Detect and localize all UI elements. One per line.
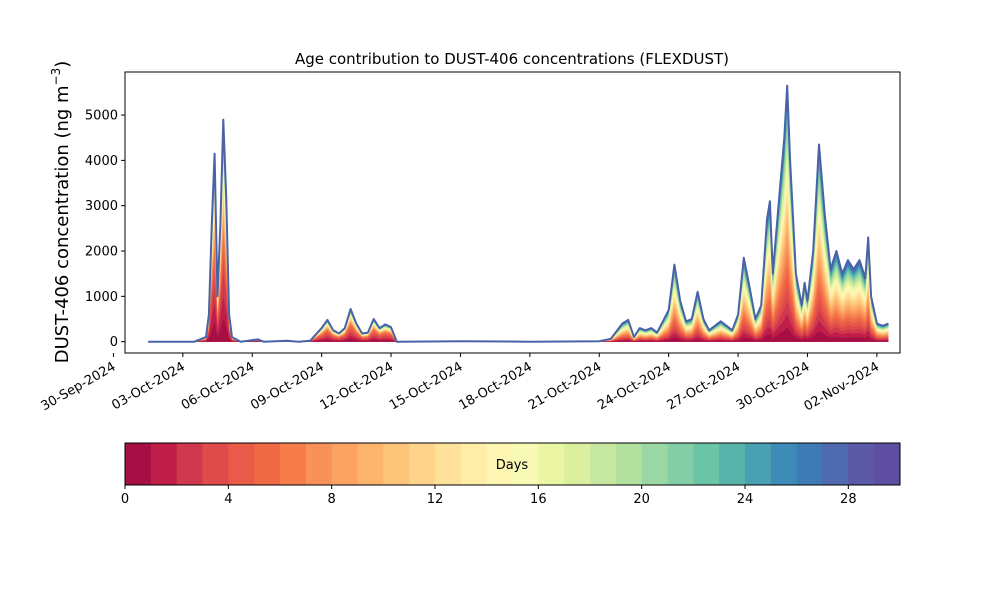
colorbar-tick-label: 16 <box>530 492 547 507</box>
colorbar-tick-label: 24 <box>737 492 754 507</box>
y-tick-label: 4000 <box>85 154 118 169</box>
x-tick-label: 06-Oct-2024 <box>179 359 257 413</box>
age-areas <box>148 85 889 342</box>
y-axis-label: DUST-406 concentration (ng m−3) <box>49 61 73 364</box>
colorbar-segment <box>615 443 643 485</box>
x-tick-label: 30-Sep-2024 <box>39 359 119 414</box>
colorbar-tick-label: 4 <box>224 492 232 507</box>
x-tick-label: 12-Oct-2024 <box>318 359 396 413</box>
colorbar-tick-label: 20 <box>633 492 650 507</box>
x-tick-label: 15-Oct-2024 <box>387 359 465 413</box>
x-tick-label: 30-Oct-2024 <box>734 359 812 413</box>
colorbar-segment <box>176 443 203 485</box>
colorbar-segment <box>693 443 720 485</box>
x-tick-label: 24-Oct-2024 <box>595 359 673 413</box>
y-axis: 0 1000 2000 3000 4000 5000 <box>85 109 125 350</box>
colorbar-segment <box>564 443 591 485</box>
colorbar-segment <box>305 443 333 485</box>
y-axis-label-close: ) <box>52 61 73 68</box>
total-concentration-line <box>148 84 889 343</box>
chart-title: Age contribution to DUST-406 concentrati… <box>295 50 729 68</box>
colorbar-segment <box>770 443 798 485</box>
colorbar-segment <box>331 443 358 485</box>
colorbar-segment <box>641 443 668 485</box>
colorbar-segment <box>874 443 901 485</box>
colorbar-segment <box>460 443 488 485</box>
colorbar-segment <box>719 443 746 485</box>
y-tick-label: 0 <box>110 335 118 350</box>
colorbar-segment <box>512 443 539 485</box>
y-tick-label: 3000 <box>85 199 118 214</box>
x-axis: 30-Sep-202403-Oct-202406-Oct-202409-Oct-… <box>39 353 882 414</box>
colorbar-segment <box>383 443 410 485</box>
colorbar-segment <box>125 443 152 485</box>
colorbar-segment <box>848 443 875 485</box>
age-band-0 <box>148 318 889 342</box>
colorbar-tick-label: 8 <box>328 492 336 507</box>
y-tick-label: 1000 <box>85 290 118 305</box>
colorbar-segment <box>745 443 772 485</box>
colorbar-segment <box>486 443 513 485</box>
colorbar-segment <box>796 443 823 485</box>
colorbar-segment <box>435 443 462 485</box>
colorbar-segment <box>409 443 436 485</box>
x-tick-label: 02-Nov-2024 <box>802 359 882 414</box>
colorbar-tick-label: 28 <box>840 492 857 507</box>
colorbar <box>125 443 901 485</box>
y-tick-label: 5000 <box>85 109 118 124</box>
colorbar-frame <box>124 442 901 486</box>
x-tick-label: 09-Oct-2024 <box>248 359 326 413</box>
colorbar-segment <box>822 443 849 485</box>
colorbar-segment <box>357 443 384 485</box>
colorbar-tick-label: 12 <box>427 492 444 507</box>
x-tick-label: 18-Oct-2024 <box>456 359 534 413</box>
colorbar-segment <box>254 443 281 485</box>
y-tick-label: 2000 <box>85 245 118 260</box>
x-tick-label: 03-Oct-2024 <box>109 359 187 413</box>
colorbar-segment <box>150 443 178 485</box>
y-axis-label-main: DUST-406 concentration (ng m <box>52 85 73 363</box>
plot-frame <box>124 71 901 354</box>
colorbar-segment <box>202 443 229 485</box>
colorbar-ticks: 0 4 8 12 16 20 24 28 <box>121 485 857 507</box>
total-line-group <box>148 84 889 343</box>
x-tick-label: 27-Oct-2024 <box>665 359 743 413</box>
colorbar-segment <box>538 443 565 485</box>
colorbar-segment <box>590 443 617 485</box>
colorbar-tick-label: 0 <box>121 492 129 507</box>
colorbar-segment <box>280 443 307 485</box>
y-axis-label-sup: −3 <box>49 68 63 86</box>
colorbar-label: Days <box>496 458 529 473</box>
colorbar-segment <box>667 443 694 485</box>
colorbar-segment <box>228 443 255 485</box>
x-tick-label: 21-Oct-2024 <box>526 359 604 413</box>
